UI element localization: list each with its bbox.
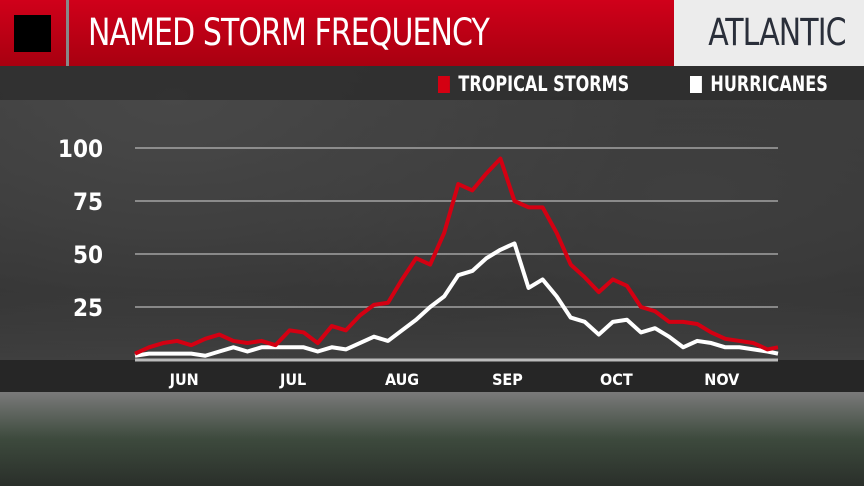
x-tick-label: OCT	[600, 370, 633, 389]
header-divider	[66, 0, 69, 66]
legend-label: HURRICANES	[710, 72, 828, 96]
y-tick-label: 25	[73, 294, 103, 322]
series-line-hurricanes	[134, 241, 779, 358]
region-label: ATLANTIC	[708, 11, 847, 54]
y-tick-label: 75	[73, 188, 103, 216]
y-tick-label: 50	[73, 241, 103, 269]
white-swatch-icon	[690, 75, 702, 93]
legend-item-hurricanes: HURRICANES	[690, 72, 828, 96]
x-tick-label: SEP	[492, 370, 523, 389]
legend: TROPICAL STORMS HURRICANES	[0, 66, 864, 100]
region-label-box: ATLANTIC	[674, 0, 864, 66]
series-line-tropical-storms	[134, 156, 779, 356]
x-tick-label: AUG	[385, 370, 419, 389]
x-axis-band	[0, 360, 864, 392]
chart-title: NAMED STORM FREQUENCY	[88, 11, 490, 54]
title-bar: NAMED STORM FREQUENCY	[0, 0, 674, 66]
x-tick-label: JUL	[279, 370, 306, 389]
legend-label: TROPICAL STORMS	[458, 72, 630, 96]
x-tick-label: JUN	[169, 370, 199, 389]
black-square-icon	[14, 15, 51, 52]
x-tick-label: NOV	[704, 370, 740, 389]
y-tick-label: 100	[58, 135, 103, 163]
palm-photo-strip	[0, 392, 864, 486]
red-swatch-icon	[438, 75, 450, 93]
legend-item-tropical-storms: TROPICAL STORMS	[438, 72, 629, 96]
